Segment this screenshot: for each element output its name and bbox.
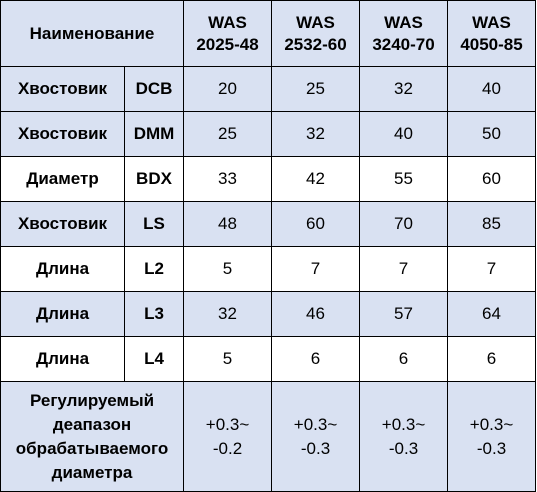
row-name-cell: Длина: [0, 291, 125, 337]
value-cell: 6: [271, 336, 361, 382]
row-code-cell: L2: [123, 246, 185, 292]
value-cell: 25: [183, 111, 273, 157]
range-value-cell: +0.3~ -0.3: [271, 381, 361, 492]
value-cell: 32: [359, 66, 449, 112]
value-cell: 60: [447, 156, 537, 202]
model-series: WAS: [296, 12, 335, 32]
range-value-cell: +0.3~ -0.2: [183, 381, 273, 492]
range-label-cell: Регулируемый деапазон обрабатываемого ди…: [0, 381, 185, 492]
value-cell: 40: [447, 66, 537, 112]
value-cell: 6: [359, 336, 449, 382]
row-name-cell: Диаметр: [0, 156, 125, 202]
row-code-cell: L3: [123, 291, 185, 337]
range-lower: -0.3: [476, 438, 507, 458]
header-model-cell: WAS 4050-85: [447, 0, 537, 67]
table-row: Длина L4 5 6 6 6: [0, 336, 537, 382]
row-code-cell: DMM: [123, 111, 185, 157]
value-cell: 5: [183, 246, 273, 292]
value-cell: 32: [183, 291, 273, 337]
value-cell: 48: [183, 201, 273, 247]
range-lower: -0.2: [212, 438, 243, 458]
table-row: Хвостовик LS 48 60 70 85: [0, 201, 537, 247]
header-model-cell: WAS 2025-48: [183, 0, 273, 67]
table-row: Длина L2 5 7 7 7: [0, 246, 537, 292]
value-cell: 55: [359, 156, 449, 202]
range-lower: -0.3: [300, 438, 331, 458]
header-row: Наименование WAS 2025-48 WAS 2532-60 WAS 32…: [0, 0, 537, 67]
value-cell: 6: [447, 336, 537, 382]
table-row: Хвостовик DMM 25 32 40 50: [0, 111, 537, 157]
value-cell: 32: [271, 111, 361, 157]
value-cell: 7: [271, 246, 361, 292]
table-row: Диаметр BDX 33 42 55 60: [0, 156, 537, 202]
row-name-cell: Хвостовик: [0, 66, 125, 112]
range-label-line: Регулируемый: [29, 390, 155, 410]
range-label-line: деапазон: [52, 414, 132, 434]
header-name-cell: Наименование: [0, 0, 185, 67]
value-cell: 5: [183, 336, 273, 382]
header-model-cell: WAS 3240-70: [359, 0, 449, 67]
value-cell: 7: [447, 246, 537, 292]
range-upper: +0.3~: [381, 414, 426, 434]
value-cell: 60: [271, 201, 361, 247]
value-cell: 20: [183, 66, 273, 112]
range-label-line: диаметра: [51, 462, 133, 482]
row-name-cell: Хвостовик: [0, 201, 125, 247]
model-code: 2025-48: [196, 34, 259, 54]
value-cell: 25: [271, 66, 361, 112]
range-value-cell: +0.3~ -0.3: [447, 381, 537, 492]
row-code-cell: BDX: [123, 156, 185, 202]
range-upper: +0.3~: [469, 414, 514, 434]
value-cell: 42: [271, 156, 361, 202]
header-model-cell: WAS 2532-60: [271, 0, 361, 67]
table-row: Длина L3 32 46 57 64: [0, 291, 537, 337]
value-cell: 33: [183, 156, 273, 202]
model-code: 3240-70: [372, 34, 435, 54]
row-name-cell: Хвостовик: [0, 111, 125, 157]
value-cell: 70: [359, 201, 449, 247]
table-row: Хвостовик DCB 20 25 32 40: [0, 66, 537, 112]
model-series: WAS: [472, 12, 511, 32]
row-name-cell: Длина: [0, 246, 125, 292]
range-upper: +0.3~: [205, 414, 250, 434]
model-code: 2532-60: [284, 34, 347, 54]
model-series: WAS: [208, 12, 247, 32]
value-cell: 64: [447, 291, 537, 337]
range-label-line: обрабатываемого: [15, 438, 169, 458]
range-value-cell: +0.3~ -0.3: [359, 381, 449, 492]
value-cell: 40: [359, 111, 449, 157]
model-code: 4050-85: [460, 34, 523, 54]
value-cell: 7: [359, 246, 449, 292]
model-series: WAS: [384, 12, 423, 32]
row-code-cell: LS: [123, 201, 185, 247]
row-name-cell: Длина: [0, 336, 125, 382]
value-cell: 57: [359, 291, 449, 337]
range-row: Регулируемый деапазон обрабатываемого ди…: [0, 381, 537, 492]
range-upper: +0.3~: [293, 414, 338, 434]
value-cell: 46: [271, 291, 361, 337]
value-cell: 85: [447, 201, 537, 247]
range-lower: -0.3: [388, 438, 419, 458]
row-code-cell: DCB: [123, 66, 185, 112]
value-cell: 50: [447, 111, 537, 157]
row-code-cell: L4: [123, 336, 185, 382]
